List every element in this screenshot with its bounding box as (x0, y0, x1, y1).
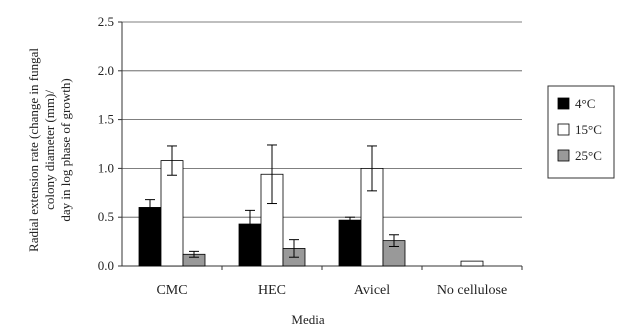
x-tick-label: No cellulose (437, 283, 507, 298)
x-tick-label: Avicel (354, 283, 390, 298)
x-axis: CMC HEC Avicel No cellulose (122, 265, 523, 298)
y-tick-label: 0.0 (98, 258, 114, 273)
x-tick-label: HEC (258, 283, 286, 298)
legend-label: 25°C (575, 148, 602, 163)
y-axis: 0.0 0.5 1.0 1.5 2.0 2.5 (98, 14, 123, 273)
y-tick-label: 1.5 (98, 112, 114, 127)
y-axis-title: Radial extension rate (change in fungalc… (26, 48, 73, 252)
bar (338, 219, 362, 267)
gridlines (122, 21, 522, 218)
error-bars (145, 144, 399, 258)
legend-swatch (557, 123, 570, 136)
y-axis-title-line: day in log phase of growth) (58, 78, 73, 221)
legend: 4°C 15°C 25°C (547, 85, 615, 179)
bars (138, 160, 484, 267)
bar (138, 207, 162, 267)
y-axis-title-line: Radial extension rate (change in fungal (26, 48, 41, 252)
bar (160, 160, 184, 267)
y-axis-title-text: Radial extension rate (change in fungalc… (26, 48, 73, 252)
y-tick-label: 0.5 (98, 209, 114, 224)
bar (460, 260, 484, 267)
x-axis-title: Media (291, 312, 324, 327)
y-tick-label: 2.5 (98, 14, 114, 29)
legend-swatch (557, 97, 570, 110)
x-tick-label: CMC (156, 283, 187, 298)
legend-swatch (557, 149, 570, 162)
y-tick-label: 2.0 (98, 63, 114, 78)
y-tick-label: 1.0 (98, 160, 114, 175)
legend-label: 15°C (575, 122, 602, 137)
y-axis-title-line: colony diameter (mm)/ (42, 90, 57, 210)
legend-label: 4°C (575, 96, 595, 111)
